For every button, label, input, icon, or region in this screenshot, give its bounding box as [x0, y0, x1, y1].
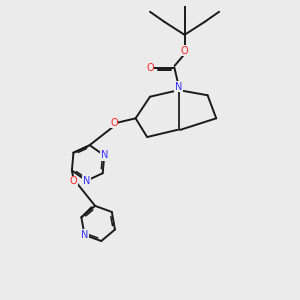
Text: N: N: [100, 150, 108, 161]
Text: N: N: [83, 176, 90, 186]
Text: O: O: [70, 176, 77, 187]
Text: O: O: [110, 118, 118, 128]
Text: O: O: [181, 46, 188, 56]
Text: N: N: [175, 82, 182, 92]
Text: O: O: [146, 63, 154, 73]
Text: N: N: [81, 230, 88, 240]
